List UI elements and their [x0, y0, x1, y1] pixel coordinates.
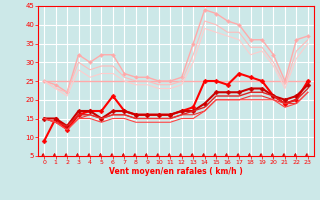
X-axis label: Vent moyen/en rafales ( km/h ): Vent moyen/en rafales ( km/h ) [109, 167, 243, 176]
